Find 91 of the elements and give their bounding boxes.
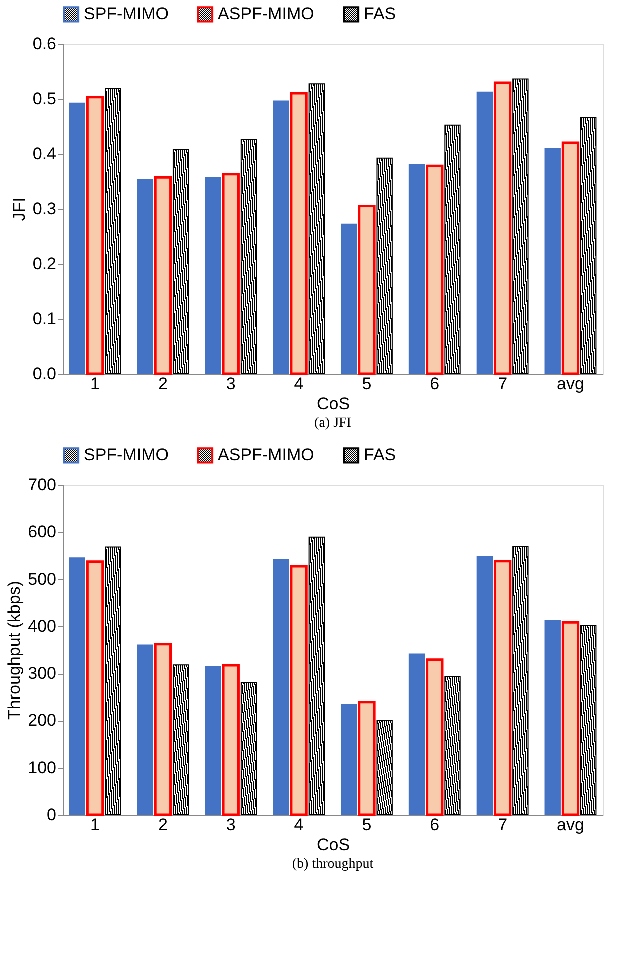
bar [205, 177, 222, 374]
x-tick-label: 1 [90, 374, 100, 394]
bar [494, 560, 512, 816]
bar [376, 720, 393, 816]
bar [308, 536, 326, 816]
text: (a) JFI [314, 416, 352, 431]
bar [340, 224, 358, 374]
y-tick-label: 200 [28, 711, 56, 730]
y-tick-label: 500 [28, 570, 56, 589]
legend-label: ASPF-MIMO [218, 4, 314, 24]
bar [172, 664, 190, 816]
y-tick-label: 300 [28, 664, 56, 684]
y-tick-label: 0.5 [32, 90, 56, 108]
y-tick-label: 100 [28, 758, 56, 778]
x-tick-label: 6 [430, 374, 440, 394]
x-tick-label: 2 [158, 374, 168, 394]
x-tick-label: 7 [498, 816, 508, 834]
bar [69, 558, 86, 816]
bar [308, 84, 326, 374]
y-tick-label: 0.3 [32, 200, 56, 218]
bar [408, 164, 426, 374]
y-tick-label: 700 [28, 476, 56, 494]
legend-label: FAS [364, 4, 396, 24]
legend-label: FAS [364, 446, 396, 465]
legend-label: SPF-MIMO [84, 4, 169, 24]
bar [137, 644, 154, 816]
y-tick-label: 0 [47, 806, 56, 824]
bar [358, 701, 376, 816]
x-tick-label: 1 [90, 816, 100, 834]
bar [86, 96, 104, 376]
bar [290, 92, 308, 376]
bar [562, 621, 580, 816]
bar [544, 148, 561, 374]
bar [86, 560, 104, 816]
x-tick-label: 4 [294, 374, 304, 394]
bar [358, 205, 376, 376]
bar [426, 164, 444, 376]
y-tick-label: 400 [28, 616, 56, 636]
bar [426, 658, 444, 816]
bar [105, 546, 122, 816]
y-tick-label: 0.6 [32, 34, 56, 54]
y-tick-label: 600 [28, 522, 56, 542]
legend-label: ASPF-MIMO [218, 446, 314, 465]
bar [340, 704, 358, 816]
y-tick-label: 0.1 [32, 310, 56, 328]
bar [273, 100, 290, 374]
text: (b) throughput [292, 857, 374, 872]
x-tick-label: 3 [226, 816, 236, 834]
bar [476, 92, 494, 374]
bar [580, 117, 597, 374]
x-tick-label: 2 [158, 816, 168, 834]
x-tick-label: 7 [498, 374, 508, 394]
bar [512, 546, 529, 816]
bar [154, 643, 172, 816]
bar [154, 176, 172, 376]
x-axis-title: CoS [316, 836, 350, 854]
bar [444, 676, 461, 816]
x-axis-title: CoS [316, 394, 350, 414]
bar [544, 620, 561, 816]
bar [290, 565, 308, 816]
bar [105, 88, 122, 374]
bar [69, 102, 86, 374]
y-axis-title: Throughput (kbps) [5, 581, 24, 720]
bar [494, 82, 512, 376]
x-tick-label: avg [557, 816, 584, 834]
x-tick-label: 5 [362, 816, 372, 834]
bar [562, 142, 580, 376]
y-tick-label: 0.4 [32, 144, 56, 164]
bar [408, 654, 426, 816]
x-tick-label: avg [557, 374, 584, 394]
x-tick-label: 6 [430, 816, 440, 834]
bar [444, 124, 461, 374]
bar [273, 559, 290, 816]
bar [172, 149, 190, 374]
bar [205, 666, 222, 816]
x-tick-label: 3 [226, 374, 236, 394]
bar [137, 179, 154, 374]
bar [580, 624, 597, 816]
bar [222, 173, 240, 376]
bar [240, 682, 258, 816]
y-tick-label: 0.2 [32, 254, 56, 274]
bar [240, 139, 258, 374]
y-tick-label: 0.0 [32, 364, 56, 384]
bar [512, 78, 529, 374]
y-axis-title: JFI [10, 198, 29, 222]
bar [222, 664, 240, 816]
bar [376, 158, 393, 374]
bar [476, 556, 494, 816]
legend-label: SPF-MIMO [84, 446, 169, 465]
x-tick-label: 5 [362, 374, 372, 394]
x-tick-label: 4 [294, 816, 304, 834]
